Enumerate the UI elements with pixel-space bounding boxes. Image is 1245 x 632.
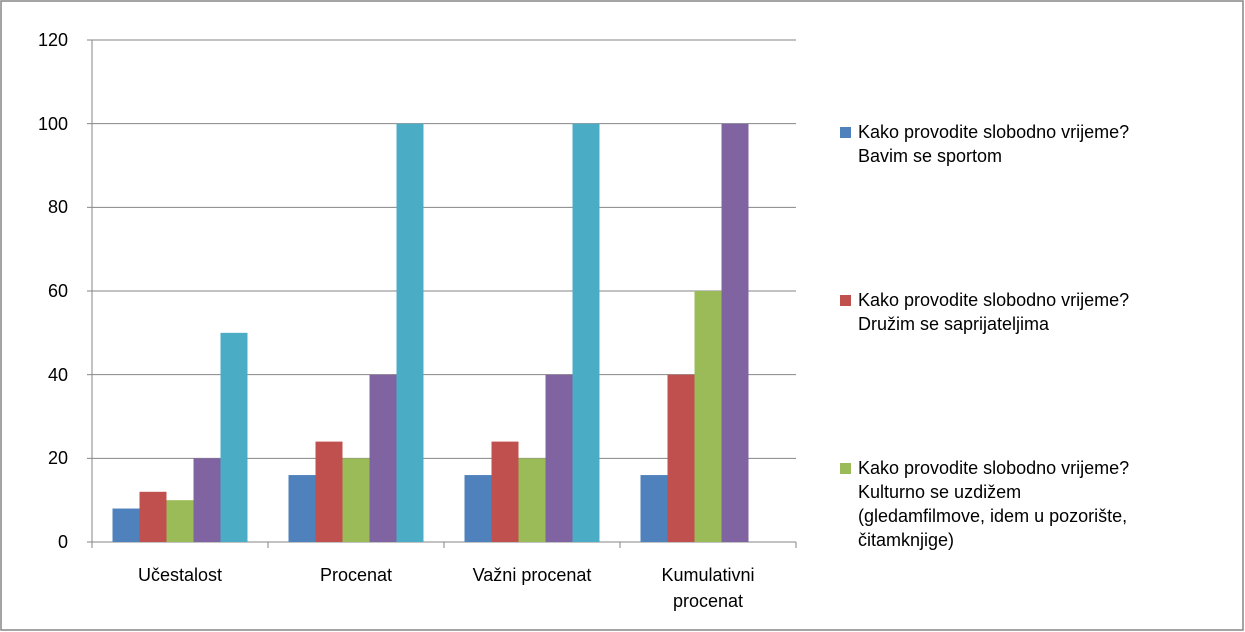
bar — [288, 475, 316, 542]
legend-swatch — [840, 127, 851, 138]
bar — [369, 374, 397, 542]
y-tick-label: 80 — [47, 197, 68, 218]
bar — [112, 508, 140, 542]
bar — [545, 374, 573, 542]
bar — [342, 458, 370, 542]
bar — [640, 475, 668, 542]
bar — [193, 458, 221, 542]
legend-swatch — [840, 295, 851, 306]
bar — [166, 500, 194, 542]
x-tick-label: Važni procenat — [472, 565, 592, 585]
y-tick-label: 40 — [47, 364, 68, 385]
bar — [491, 441, 519, 542]
y-tick-label: 20 — [47, 448, 68, 469]
x-tick-label: Kumulativni procenat — [661, 565, 755, 611]
bar — [518, 458, 546, 542]
x-tick-label: Procenat — [319, 565, 393, 585]
legend-label: Kako provodite slobodno vrijeme? Družim … — [858, 290, 1130, 334]
y-tick-label: 100 — [37, 113, 68, 134]
bar — [694, 291, 722, 542]
bar — [464, 475, 492, 542]
bar — [220, 332, 248, 542]
legend-label: Kako provodite slobodno vrijeme? Bavim s… — [858, 122, 1130, 166]
bar — [721, 123, 749, 543]
bar — [572, 123, 600, 543]
bar — [139, 491, 167, 542]
x-tick-label: Učestalost — [137, 565, 223, 585]
y-tick-label: 0 — [57, 532, 68, 552]
bar — [667, 374, 695, 542]
legend-label: Kako provodite slobodno vrijeme? Kulturn… — [858, 458, 1130, 550]
bar — [396, 123, 424, 543]
bar — [315, 441, 343, 542]
y-tick-label: 120 — [37, 30, 68, 50]
legend-swatch — [840, 463, 851, 474]
y-tick-label: 60 — [47, 281, 68, 301]
